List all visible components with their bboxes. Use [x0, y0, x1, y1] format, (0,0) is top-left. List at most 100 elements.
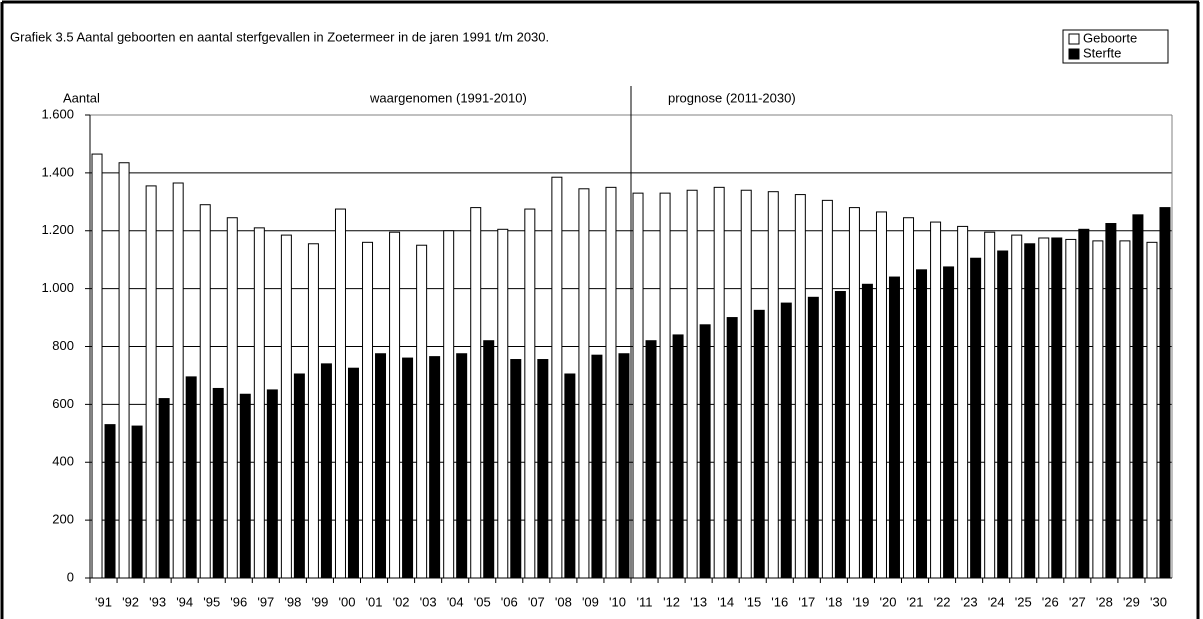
x-tick-label: '09	[582, 594, 599, 609]
x-tick-label: '25	[1015, 594, 1032, 609]
bar	[984, 231, 996, 579]
y-tick-label: 800	[52, 338, 74, 353]
y-axis-label: Aantal	[63, 90, 100, 105]
bar	[389, 231, 401, 579]
bar	[524, 208, 536, 579]
bar	[699, 324, 711, 579]
bar	[510, 359, 522, 579]
x-tick-label: '08	[555, 594, 572, 609]
x-tick-label: '92	[122, 594, 139, 609]
bar	[564, 373, 576, 579]
bar	[659, 192, 671, 579]
y-tick-label: 600	[52, 396, 74, 411]
x-tick-label: '24	[988, 594, 1005, 609]
bar	[807, 296, 819, 579]
y-tick-label: 200	[52, 512, 74, 527]
bar	[239, 393, 251, 579]
bar	[916, 269, 928, 579]
bar	[997, 250, 1009, 579]
bar	[780, 302, 792, 579]
x-tick-label: '21	[907, 594, 924, 609]
bar	[402, 357, 414, 579]
bar	[429, 356, 441, 579]
y-tick-label: 1.600	[41, 106, 74, 121]
x-tick-label: '10	[609, 594, 626, 609]
bar	[158, 398, 170, 579]
x-tick-label: '94	[176, 594, 193, 609]
bar	[591, 354, 603, 579]
chart-title: Grafiek 3.5 Aantal geboorten en aantal s…	[10, 29, 549, 44]
bar	[1065, 238, 1077, 579]
x-tick-label: '15	[744, 594, 761, 609]
bar	[1119, 240, 1131, 579]
legend-swatch	[1068, 48, 1080, 60]
bar	[578, 188, 590, 579]
x-tick-label: '96	[230, 594, 247, 609]
legend-swatch	[1068, 33, 1080, 45]
bar	[794, 194, 806, 579]
x-tick-label: '29	[1123, 594, 1140, 609]
bar	[1078, 228, 1090, 579]
bar	[645, 340, 657, 579]
bar	[91, 153, 103, 579]
bar	[713, 186, 725, 579]
legend-label: Geboorte	[1083, 30, 1137, 45]
bar	[334, 208, 346, 579]
bar	[199, 204, 211, 579]
x-tick-label: '06	[501, 594, 518, 609]
bar	[1105, 223, 1117, 579]
bar	[104, 424, 116, 579]
bar	[347, 367, 359, 579]
annotation: waargenomen (1991-2010)	[369, 90, 527, 105]
bar	[470, 207, 482, 579]
x-tick-label: '00	[338, 594, 355, 609]
x-tick-label: '30	[1150, 594, 1167, 609]
x-tick-label: '03	[420, 594, 437, 609]
x-tick-label: '99	[311, 594, 328, 609]
bar	[185, 376, 197, 579]
bar	[320, 363, 332, 579]
x-tick-label: '93	[149, 594, 166, 609]
bar	[497, 228, 509, 579]
bar	[307, 243, 319, 579]
bar	[1024, 243, 1036, 579]
bar	[848, 207, 860, 579]
bar	[131, 425, 143, 579]
bar	[212, 387, 224, 579]
x-tick-label: '14	[717, 594, 734, 609]
bar	[1132, 214, 1144, 579]
annotation: prognose (2011-2030)	[668, 90, 796, 105]
bar	[861, 283, 873, 579]
x-tick-label: '20	[879, 594, 896, 609]
x-tick-label: '18	[825, 594, 842, 609]
bar	[551, 176, 563, 579]
bar	[416, 244, 428, 579]
bar	[1092, 240, 1104, 579]
bar	[970, 257, 982, 579]
x-tick-label: '97	[257, 594, 274, 609]
bar	[767, 191, 779, 579]
x-tick-label: '16	[771, 594, 788, 609]
bar	[672, 334, 684, 579]
bar	[1038, 237, 1050, 579]
x-tick-label: '27	[1069, 594, 1086, 609]
x-tick-label: '19	[852, 594, 869, 609]
bar	[266, 389, 278, 579]
x-tick-label: '02	[393, 594, 410, 609]
x-tick-label: '23	[961, 594, 978, 609]
bar	[834, 291, 846, 579]
bar	[1011, 234, 1023, 579]
x-tick-label: '91	[95, 594, 112, 609]
bar	[888, 276, 900, 579]
bar	[226, 217, 238, 579]
x-tick-label: '07	[528, 594, 545, 609]
bar	[903, 217, 915, 579]
y-tick-label: 1.000	[41, 280, 74, 295]
bar	[740, 189, 752, 579]
bar	[118, 162, 130, 579]
x-tick-label: '95	[203, 594, 220, 609]
x-tick-label: '17	[798, 594, 815, 609]
y-tick-label: 1.200	[41, 222, 74, 237]
bar	[172, 182, 184, 579]
x-tick-label: '11	[637, 594, 653, 609]
